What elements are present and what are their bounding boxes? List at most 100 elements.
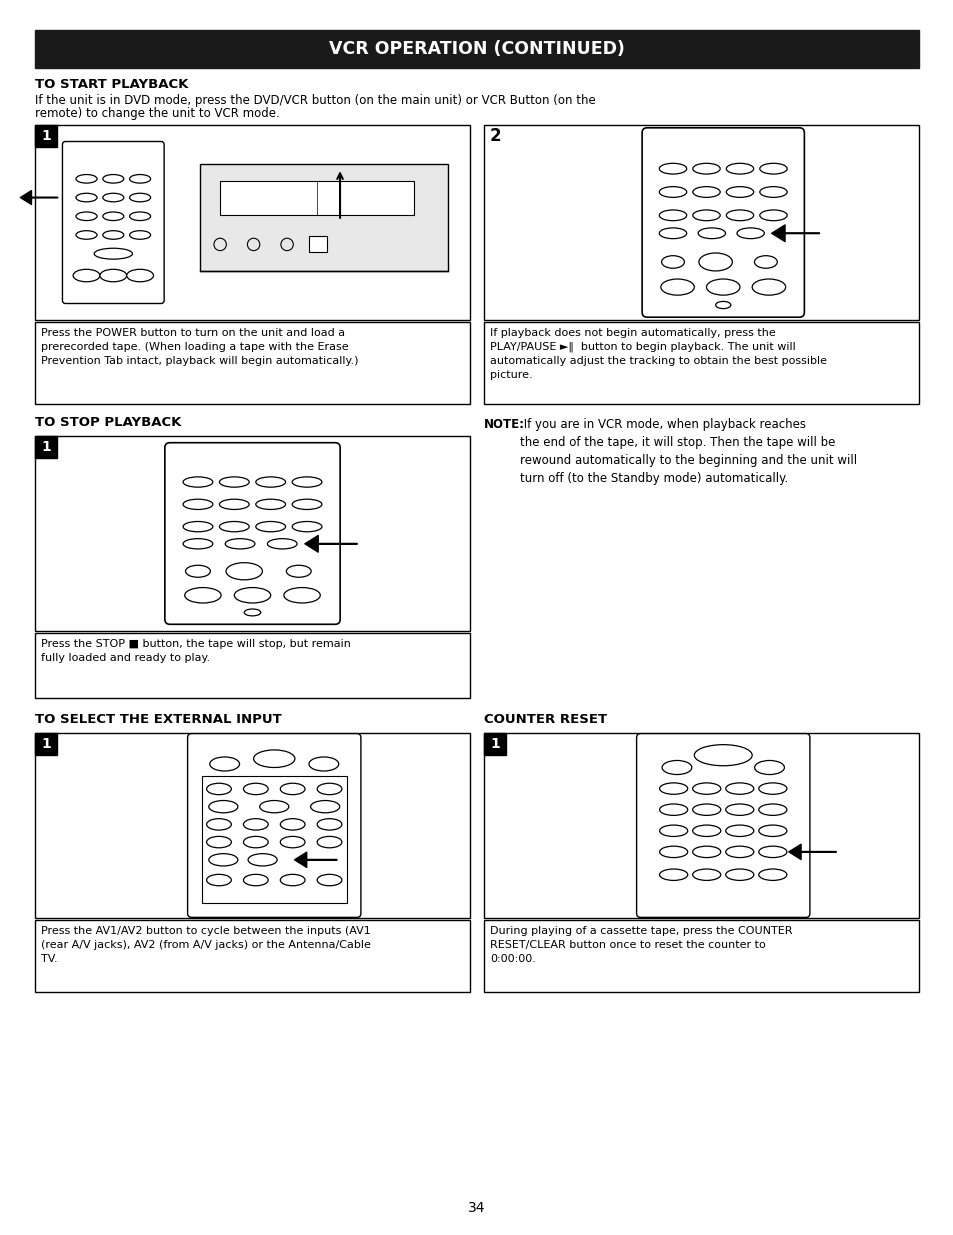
Ellipse shape (183, 538, 213, 548)
Ellipse shape (207, 819, 231, 830)
Ellipse shape (76, 174, 97, 183)
Ellipse shape (754, 761, 783, 774)
Ellipse shape (660, 256, 683, 268)
Ellipse shape (209, 853, 237, 866)
Ellipse shape (76, 193, 97, 201)
Ellipse shape (130, 231, 151, 240)
Ellipse shape (292, 499, 321, 510)
FancyBboxPatch shape (62, 142, 164, 304)
Ellipse shape (759, 163, 786, 174)
Ellipse shape (660, 279, 694, 295)
Ellipse shape (725, 186, 753, 198)
Ellipse shape (659, 846, 687, 857)
Ellipse shape (280, 836, 305, 847)
Bar (35, 30, 918, 68)
Text: Press the POWER button to turn on the unit and load a
prerecorded tape. (When lo: Press the POWER button to turn on the un… (41, 329, 358, 366)
Ellipse shape (692, 163, 720, 174)
Ellipse shape (659, 783, 687, 794)
Ellipse shape (243, 836, 268, 847)
FancyBboxPatch shape (165, 442, 340, 625)
Ellipse shape (73, 269, 100, 282)
Ellipse shape (226, 563, 262, 579)
Ellipse shape (659, 228, 686, 238)
Ellipse shape (316, 783, 341, 794)
FancyBboxPatch shape (188, 734, 360, 918)
Ellipse shape (207, 836, 231, 847)
Ellipse shape (219, 499, 249, 510)
Ellipse shape (286, 566, 311, 577)
Bar (35, 125, 57, 147)
Bar (201, 777, 347, 903)
Bar (35, 920, 470, 992)
Text: NOTE:: NOTE: (483, 417, 524, 431)
Ellipse shape (758, 869, 786, 881)
Text: TO START PLAYBACK: TO START PLAYBACK (35, 78, 188, 91)
Text: COUNTER RESET: COUNTER RESET (483, 713, 606, 726)
Ellipse shape (183, 499, 213, 510)
Text: TO STOP PLAYBACK: TO STOP PLAYBACK (35, 416, 181, 429)
Bar (35, 125, 470, 320)
FancyBboxPatch shape (636, 734, 809, 918)
Bar (483, 734, 505, 755)
Ellipse shape (698, 228, 725, 238)
Ellipse shape (267, 538, 296, 548)
Ellipse shape (255, 521, 285, 532)
Ellipse shape (292, 521, 321, 532)
Ellipse shape (280, 819, 305, 830)
Text: 1: 1 (41, 737, 51, 751)
Ellipse shape (692, 804, 720, 815)
Bar (35, 734, 470, 918)
Bar (200, 164, 448, 272)
Text: If the unit is in DVD mode, press the DVD/VCR button (on the main unit) or VCR B: If the unit is in DVD mode, press the DV… (35, 94, 595, 107)
Bar (309, 236, 327, 252)
Ellipse shape (309, 757, 338, 771)
Ellipse shape (100, 269, 127, 282)
Ellipse shape (255, 499, 285, 510)
Text: 1: 1 (41, 440, 51, 454)
Ellipse shape (692, 825, 720, 836)
Ellipse shape (316, 836, 341, 847)
Ellipse shape (127, 269, 153, 282)
Ellipse shape (219, 477, 249, 487)
Ellipse shape (210, 757, 239, 771)
Ellipse shape (243, 874, 268, 885)
Ellipse shape (754, 256, 777, 268)
Text: Press the STOP ■ button, the tape will stop, but remain
fully loaded and ready t: Press the STOP ■ button, the tape will s… (41, 638, 351, 663)
Bar (483, 734, 918, 918)
Ellipse shape (758, 804, 786, 815)
Ellipse shape (699, 253, 732, 270)
Ellipse shape (186, 566, 210, 577)
Ellipse shape (715, 301, 730, 309)
Ellipse shape (725, 869, 753, 881)
Ellipse shape (758, 783, 786, 794)
Ellipse shape (219, 521, 249, 532)
Ellipse shape (183, 521, 213, 532)
Bar (35, 634, 470, 698)
Ellipse shape (725, 804, 753, 815)
Ellipse shape (94, 248, 132, 259)
Ellipse shape (103, 174, 124, 183)
Ellipse shape (759, 186, 786, 198)
Ellipse shape (725, 163, 753, 174)
Bar (35, 436, 470, 631)
Ellipse shape (183, 477, 213, 487)
FancyArrowPatch shape (771, 225, 819, 242)
Ellipse shape (659, 163, 686, 174)
Ellipse shape (103, 193, 124, 201)
Ellipse shape (280, 783, 305, 794)
Text: VCR OPERATION (CONTINUED): VCR OPERATION (CONTINUED) (329, 40, 624, 58)
Text: 2: 2 (489, 127, 500, 144)
Ellipse shape (292, 477, 321, 487)
Ellipse shape (659, 825, 687, 836)
Ellipse shape (207, 874, 231, 885)
Text: If you are in VCR mode, when playback reaches
the end of the tape, it will stop.: If you are in VCR mode, when playback re… (519, 417, 856, 485)
Ellipse shape (243, 819, 268, 830)
Ellipse shape (130, 212, 151, 221)
Ellipse shape (736, 228, 763, 238)
Bar (483, 920, 918, 992)
Text: TO SELECT THE EXTERNAL INPUT: TO SELECT THE EXTERNAL INPUT (35, 713, 281, 726)
Ellipse shape (248, 853, 277, 866)
Text: During playing of a cassette tape, press the COUNTER
RESET/CLEAR button once to : During playing of a cassette tape, press… (490, 926, 792, 965)
Ellipse shape (243, 783, 268, 794)
Ellipse shape (759, 210, 786, 221)
